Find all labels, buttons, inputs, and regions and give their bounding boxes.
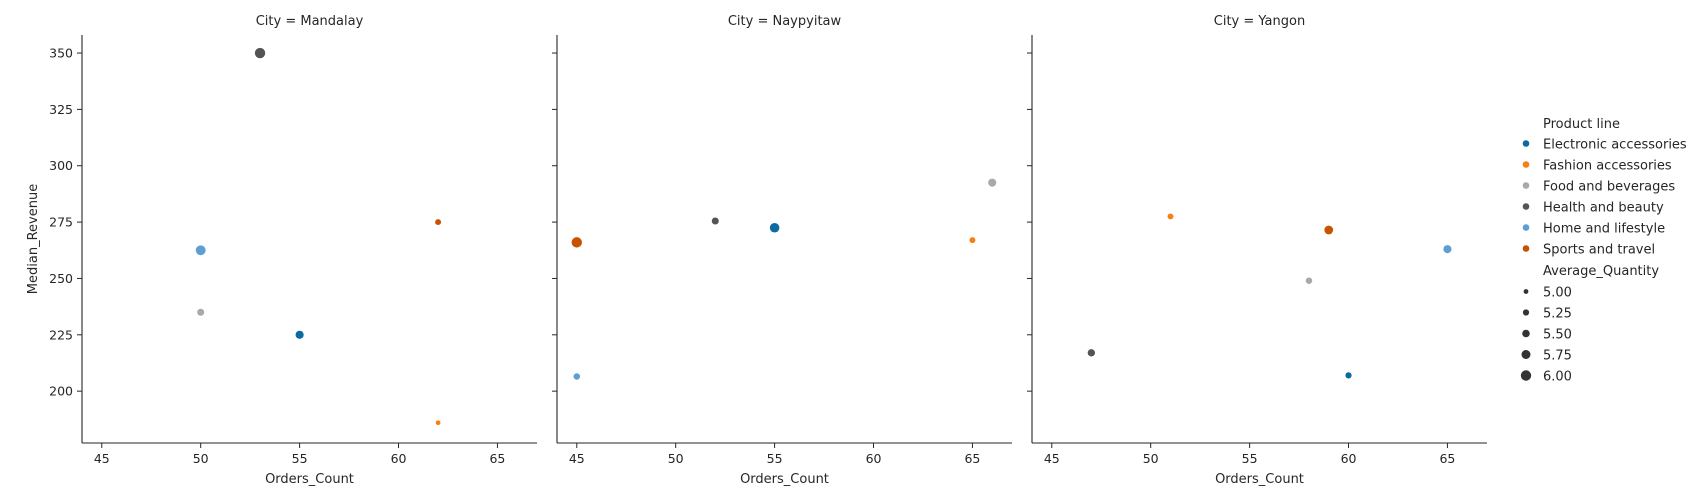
legend-marker	[1522, 224, 1530, 231]
panel-title: City = Naypyitaw	[728, 14, 842, 29]
x-tick-label: 50	[1143, 451, 1159, 466]
x-tick-label: 65	[964, 451, 980, 466]
data-point	[1087, 349, 1096, 357]
x-tick-label: 65	[1439, 451, 1455, 466]
y-tick-label: 350	[49, 46, 73, 61]
y-tick-label: 300	[49, 158, 73, 173]
legend-size-label: 5.50	[1543, 328, 1572, 343]
panel-2: City = Yangon 45 50 55 60 65 Orders_Count	[1027, 14, 1487, 487]
legend-label: Sports and travel	[1543, 243, 1655, 258]
legend-size-marker	[1523, 289, 1529, 294]
data-point	[573, 373, 581, 380]
legend-marker	[1522, 245, 1530, 252]
y-tick-label: 250	[49, 271, 73, 286]
x-tick-label: 45	[1044, 451, 1060, 466]
x-tick-label: 45	[569, 451, 585, 466]
y-axis-title: Median_Revenue	[26, 184, 41, 294]
x-axis-title: Orders_Count	[740, 472, 829, 487]
x-tick-label: 60	[1341, 451, 1357, 466]
legend-size-label: 5.25	[1543, 307, 1572, 322]
data-point	[1324, 225, 1334, 235]
data-point	[295, 330, 304, 339]
x-axis-title: Orders_Count	[1215, 472, 1304, 487]
data-point	[254, 47, 266, 59]
legend-size-marker	[1520, 370, 1532, 381]
x-tick-label: 60	[391, 451, 407, 466]
legend-marker	[1522, 161, 1530, 168]
data-point	[1305, 277, 1313, 284]
x-axis-title: Orders_Count	[265, 472, 354, 487]
data-point	[988, 178, 997, 187]
data-point	[769, 222, 780, 233]
legend: Product line Electronic accessories Fashio…	[1520, 117, 1687, 385]
legend-size-label: 6.00	[1543, 370, 1572, 385]
x-tick-label: 60	[866, 451, 882, 466]
panel-0: City = Mandalay 45 50 55 60 65 Orders_Count 200…	[26, 14, 537, 487]
data-point	[435, 420, 441, 426]
y-tick-label: 200	[49, 384, 73, 399]
x-tick-label: 50	[668, 451, 684, 466]
data-point	[435, 219, 442, 226]
legend-marker	[1522, 140, 1530, 147]
panel-1: City = Naypyitaw 45 50 55 60 65 Orders_Count	[552, 14, 1012, 487]
x-tick-label: 55	[1242, 451, 1258, 466]
y-tick-label: 225	[49, 327, 73, 342]
data-point	[1443, 245, 1452, 254]
panel-title: City = Yangon	[1214, 14, 1305, 29]
x-tick-label: 55	[767, 451, 783, 466]
x-tick-label: 65	[489, 451, 505, 466]
legend-size-title: Average_Quantity	[1543, 264, 1659, 279]
panel-title: City = Mandalay	[256, 14, 364, 29]
data-point	[1345, 372, 1352, 379]
legend-size-label: 5.75	[1543, 349, 1572, 364]
x-tick-label: 50	[193, 451, 209, 466]
legend-label: Electronic accessories	[1543, 138, 1687, 153]
legend-marker	[1522, 182, 1530, 189]
x-tick-label: 45	[94, 451, 110, 466]
legend-label: Fashion accessories	[1543, 159, 1672, 174]
data-point	[711, 217, 719, 225]
x-tick-label: 55	[292, 451, 308, 466]
legend-size-marker	[1522, 329, 1530, 338]
data-point	[195, 245, 206, 256]
legend-title: Product line	[1543, 117, 1620, 132]
legend-marker	[1522, 203, 1530, 210]
y-tick-label: 325	[49, 102, 73, 117]
legend-size-marker	[1521, 350, 1531, 359]
data-point	[1167, 213, 1174, 220]
data-point	[197, 308, 205, 316]
legend-label: Health and beauty	[1543, 201, 1664, 216]
legend-size-label: 5.00	[1543, 286, 1572, 301]
data-point	[969, 237, 976, 244]
legend-label: Food and beverages	[1543, 180, 1675, 195]
data-point	[571, 237, 582, 248]
y-tick-label: 275	[49, 215, 73, 230]
legend-size-marker	[1522, 309, 1530, 316]
legend-label: Home and lifestyle	[1543, 222, 1665, 237]
